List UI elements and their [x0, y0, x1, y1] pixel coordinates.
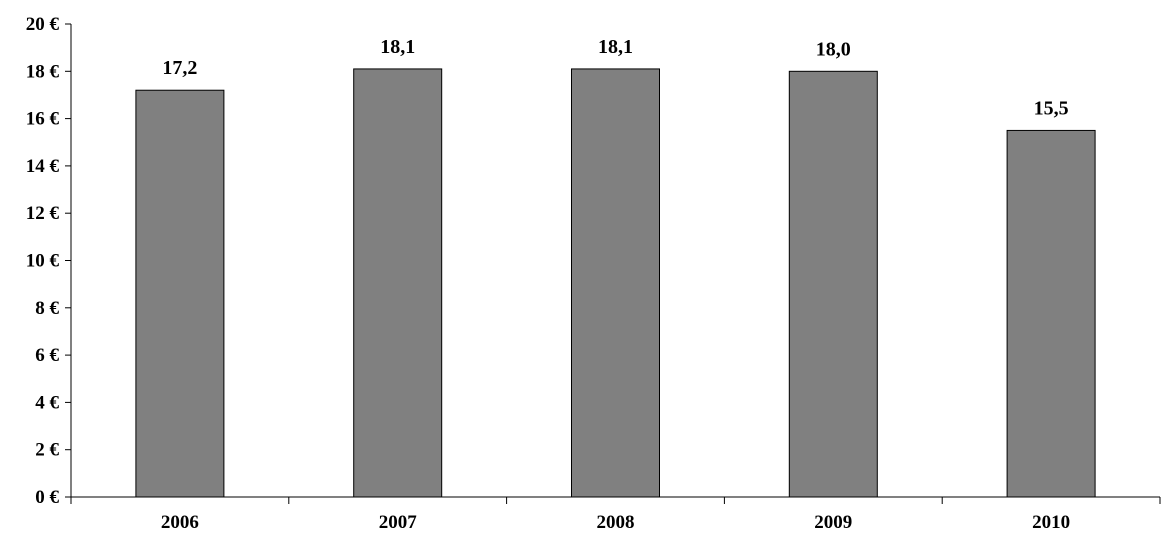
- x-tick-label: 2006: [161, 512, 199, 533]
- data-label-2010: 15,5: [1034, 97, 1069, 119]
- bar-2008: [571, 68, 660, 498]
- y-tick-label: 12 €: [26, 203, 60, 224]
- x-tick-label: 2008: [597, 512, 635, 533]
- y-tick-label: 0 €: [35, 487, 59, 508]
- data-label-2006: 17,2: [162, 57, 197, 79]
- y-tick-label: 20 €: [26, 14, 60, 35]
- y-tick-label: 2 €: [35, 440, 59, 461]
- data-label-2008: 18,1: [598, 36, 633, 58]
- data-label-2007: 18,1: [380, 36, 415, 58]
- data-labels: 17,2 18,1 18,1 18,0 15,5: [162, 36, 1068, 119]
- y-tick-label: 6 €: [35, 345, 59, 366]
- x-axis: 2006 2007 2008 2009 2010: [70, 496, 1161, 533]
- y-tick-label: 10 €: [26, 251, 60, 272]
- x-tick-label: 2007: [379, 512, 418, 533]
- y-tick-label: 16 €: [26, 109, 60, 130]
- bars: [135, 68, 1096, 498]
- bar-2010: [1006, 129, 1096, 498]
- y-tick-label: 14 €: [26, 156, 60, 177]
- y-tick-label: 18 €: [26, 61, 60, 82]
- x-tick-label: 2010: [1032, 512, 1070, 533]
- y-tick-label: 8 €: [35, 298, 59, 319]
- bar-2007: [353, 68, 443, 498]
- x-tick-label: 2009: [814, 512, 852, 533]
- bar-2009: [788, 70, 878, 498]
- y-axis: 0 € 2 € 4 € 6 € 8 € 10 € 12 € 14 € 16 € 18 € 20 €: [26, 14, 72, 508]
- data-label-2009: 18,0: [816, 38, 851, 60]
- y-tick-label: 4 €: [35, 392, 59, 413]
- bar-2006: [135, 89, 225, 498]
